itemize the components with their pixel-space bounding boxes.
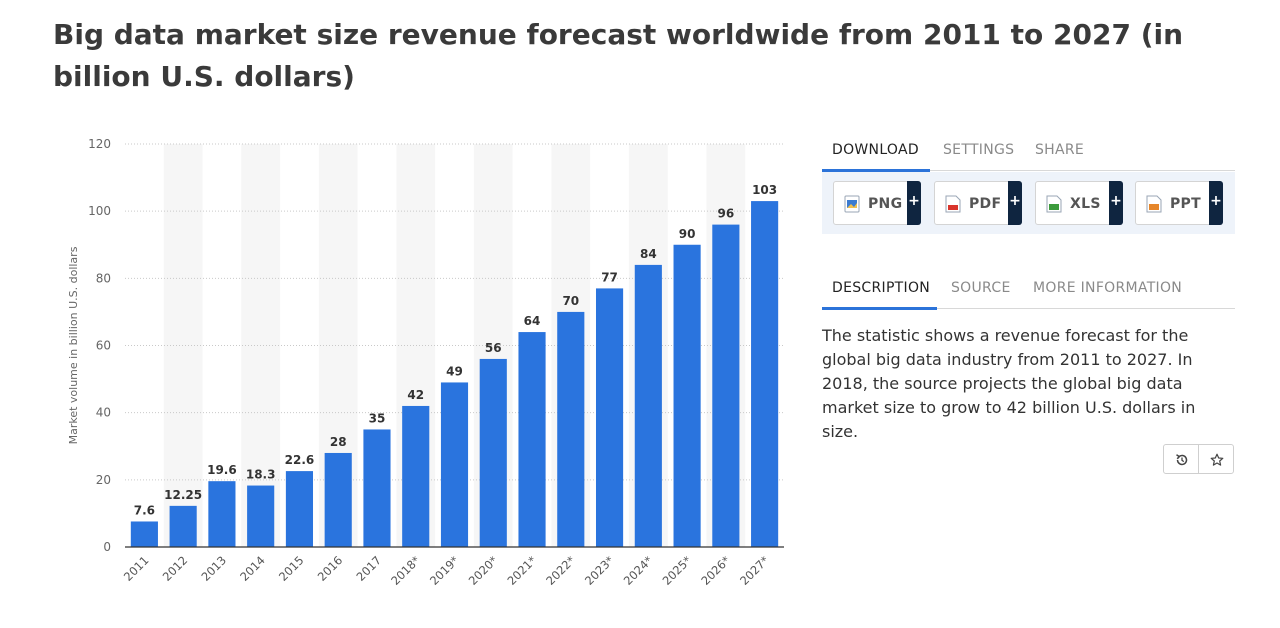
download-xls-button[interactable]: XLS + [1035,181,1123,225]
value-label: 28 [330,435,347,449]
bar [130,521,158,547]
bar [324,452,352,547]
chart-band [163,144,203,547]
bar [402,405,430,547]
page-title: Big data market size revenue forecast wo… [53,18,1184,93]
x-tick-label: 2018* [388,553,423,588]
download-panel: PNG + PDF + XLS + PPT + [822,172,1235,234]
value-label: 19.6 [207,463,237,477]
statistic-description: The statistic shows a revenue forecast f… [822,326,1196,441]
bar [518,332,546,547]
history-icon [1176,454,1188,466]
download-ppt-label: PPT [1170,196,1201,212]
bar [712,224,740,547]
download-png-label: PNG [868,196,903,212]
x-tick-label: 2027* [737,553,772,588]
bar [673,244,701,547]
y-tick-label: 60 [96,339,111,353]
bar [208,481,236,547]
bar [479,358,507,547]
value-label: 77 [601,270,618,284]
x-tick-label: 2011 [121,553,152,584]
y-tick-label: 40 [96,406,111,420]
plus-icon: + [907,181,921,225]
x-tick-label: 2022* [543,553,578,588]
bar [440,382,469,547]
value-label: 7.6 [134,503,155,517]
plus-icon: + [1008,181,1022,225]
pdf-file-icon [945,195,961,213]
value-label: 56 [485,341,502,355]
bar [363,429,391,547]
bar-chart: 0 20 40 60 80 100 120 Market volume in billion … [60,128,800,628]
ppt-file-icon [1146,195,1162,213]
x-tick-label: 2017 [353,553,384,584]
xls-file-icon [1046,195,1062,213]
png-file-icon [844,195,860,213]
plus-icon: + [1209,181,1223,225]
x-tick-label: 2020* [466,553,501,588]
value-label: 84 [640,247,657,261]
value-label: 22.6 [285,453,315,467]
y-tick-label: 120 [88,137,111,151]
value-label: 42 [407,388,424,402]
tab-settings[interactable]: SETTINGS [943,142,1015,158]
star-icon [1210,453,1224,466]
download-ppt-button[interactable]: PPT + [1135,181,1223,225]
value-label: 35 [369,411,386,425]
x-tick-label: 2024* [621,553,656,588]
download-pdf-label: PDF [969,196,1002,212]
value-label: 18.3 [246,468,276,482]
active-tab-indicator [822,169,930,172]
value-label: 96 [718,207,735,221]
bar [557,311,585,547]
x-tick-label: 2023* [582,553,617,588]
active-tab-indicator [822,307,937,310]
tab-download[interactable]: DOWNLOAD [832,142,919,158]
chart-svg: 0 20 40 60 80 100 120 Market volume in billion … [67,137,784,588]
plus-icon: + [1109,181,1123,225]
x-tick-label: 2025* [660,553,695,588]
tab-description[interactable]: DESCRIPTION [832,280,931,296]
tab-share[interactable]: SHARE [1035,142,1085,158]
download-pdf-button[interactable]: PDF + [934,181,1022,225]
x-tick-label: 2021* [504,553,539,588]
value-label: 64 [524,314,541,328]
bar [169,505,197,547]
x-tick-label: 2016 [315,553,346,584]
info-tabs: DESCRIPTION SOURCE MORE INFORMATION [822,268,1235,310]
value-label: 70 [562,294,579,308]
x-tick-label: 2019* [427,553,462,588]
x-tick-label: 2015 [276,553,307,584]
download-xls-label: XLS [1070,196,1101,212]
tab-source[interactable]: SOURCE [951,280,1011,296]
value-label: 90 [679,227,696,241]
y-tick-label: 0 [103,540,111,554]
value-label: 103 [752,183,777,197]
bar [285,471,314,547]
x-tick-label: 2012 [160,553,191,584]
bar [634,264,662,547]
x-tick-label: 2013 [198,553,229,584]
history-button[interactable] [1163,444,1199,474]
value-label: 49 [446,364,463,378]
bar [247,485,275,547]
x-tick-label: 2014 [237,553,268,584]
bar [751,201,779,547]
x-tick-label: 2026* [698,553,733,588]
download-tabs: DOWNLOAD SETTINGS SHARE [822,130,1235,172]
y-axis-label: Market volume in billion U.S. dollars [67,246,80,444]
favorite-button[interactable] [1198,444,1234,474]
tab-more-information[interactable]: MORE INFORMATION [1033,280,1183,296]
value-label: 12.25 [164,488,202,502]
download-png-button[interactable]: PNG + [833,181,921,225]
y-tick-label: 80 [96,271,111,285]
y-tick-label: 100 [88,204,111,218]
bar [595,288,624,547]
y-tick-label: 20 [96,473,111,487]
